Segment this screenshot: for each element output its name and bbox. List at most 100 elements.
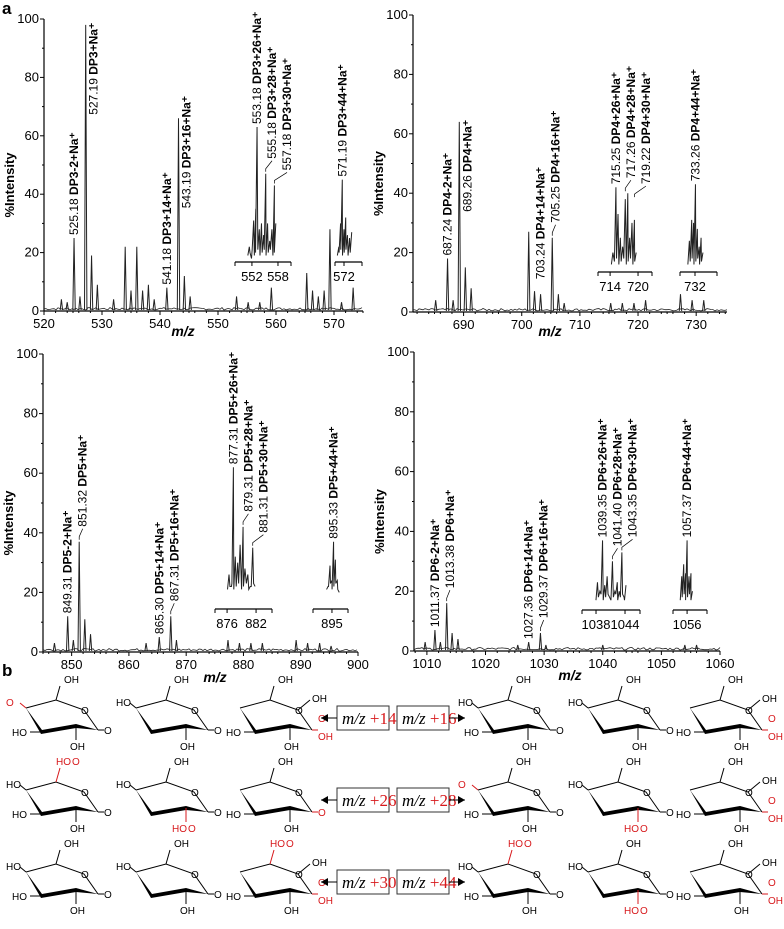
ring-bonds — [689, 699, 763, 731]
substituent-bond — [581, 702, 589, 709]
arrow-left-icon — [321, 714, 328, 722]
substituent-bond — [165, 685, 171, 701]
peak-label: 895.33 DP5+44+Na⁺ — [327, 426, 341, 538]
peak-mz-value: 881.31 — [256, 493, 270, 533]
peak-assignment: DP5+44+Na⁺ — [327, 426, 341, 498]
substituent-bond — [719, 767, 725, 783]
peak — [157, 637, 161, 652]
peak — [89, 255, 94, 311]
peak — [182, 275, 187, 311]
peak — [165, 287, 169, 311]
peak — [544, 644, 548, 651]
substituent-label: HO — [116, 698, 131, 709]
ring-wedge-bonds — [240, 790, 312, 816]
peak-assignment: DP3+16+Na⁺ — [180, 96, 194, 168]
substituent-label: OH — [318, 896, 333, 907]
y-tick-label: 0 — [31, 644, 38, 659]
peak — [83, 619, 87, 652]
substituent-label: HO — [624, 824, 639, 835]
peak-label: 705.25 DP4+16+Na⁺ — [549, 110, 563, 222]
ring-bonds — [25, 781, 99, 813]
x-tick-label: 560 — [265, 316, 287, 331]
substituent-label: OH — [174, 675, 189, 686]
substituent-label: HO — [226, 892, 241, 903]
substituent-bond — [617, 849, 623, 865]
mass-shift-label: m/z +28 — [402, 791, 456, 810]
substituent-label: OH — [278, 757, 293, 768]
substituent-label: HO — [56, 757, 71, 768]
peak-assignment: DP5-2+Na⁺ — [61, 510, 75, 573]
peak — [469, 288, 473, 312]
peak — [527, 231, 531, 312]
substituent-bond — [507, 685, 513, 701]
ring-oxygen: O — [643, 788, 651, 799]
inset-tick-label: 1044 — [611, 617, 640, 632]
inset-trace — [336, 179, 353, 256]
peak-label: 1043.35 DP6+30+Na⁺ — [626, 418, 640, 537]
x-tick-label: 900 — [347, 657, 369, 672]
peak-label: 867.31 DP5+16+Na⁺ — [167, 489, 181, 601]
substituent-label: OH — [522, 906, 537, 917]
ring-bonds — [587, 781, 661, 813]
ring-wedge-bonds — [588, 790, 660, 816]
label-leader-line — [170, 603, 175, 615]
substituent-label: OH — [768, 814, 783, 825]
peak — [532, 291, 537, 312]
peak — [620, 303, 625, 312]
mass-shift-label: m/z +44 — [402, 873, 457, 892]
peak-assignment: DP5+Na⁺ — [76, 435, 90, 487]
substituent-bond — [581, 866, 589, 873]
peak-assignment: DP4+44+Na⁺ — [689, 69, 703, 141]
substituent-bond — [19, 784, 27, 791]
inset-tick-label: 1038 — [582, 617, 611, 632]
y-axis-label: %Intensity — [372, 488, 387, 554]
y-tick-label: 20 — [25, 245, 39, 260]
substituent-label: HO — [568, 862, 583, 873]
peak-label: 715.25 DP4+26+Na⁺ — [609, 72, 623, 184]
substituent-label: O — [318, 808, 326, 819]
inset-trace — [326, 541, 340, 593]
peak-mz-value: 557.18 — [280, 130, 294, 170]
y-tick-label: 0 — [32, 303, 39, 318]
substituent-label: HO — [676, 810, 691, 821]
peak-mz-value: 849.31 — [61, 573, 75, 613]
peak-mz-value: 733.26 — [689, 141, 703, 181]
peak-label: 717.26 DP4+28+Na⁺ — [624, 66, 638, 178]
substituent-label: HO — [6, 862, 21, 873]
ring-wedge-bonds — [588, 708, 660, 734]
peak — [538, 294, 543, 312]
substituent-label: HO — [226, 728, 241, 739]
substituent-bond — [269, 685, 275, 701]
peak-label: 849.31 DP5-2+Na⁺ — [61, 510, 75, 613]
peak-label: 1057.37 DP6+44+Na⁺ — [680, 418, 694, 537]
substituent-bond — [55, 685, 61, 701]
mass-shift-value: +44 — [430, 873, 457, 892]
peak — [246, 302, 250, 311]
peak-label: 557.18 DP3+30+Na⁺ — [280, 58, 294, 170]
label-leader-line — [540, 619, 544, 632]
peak-assignment: DP4-2+Na⁺ — [441, 153, 455, 216]
peak — [152, 299, 156, 311]
peak-label: 881.31 DP5+30+Na⁺ — [256, 420, 270, 532]
substituent-label: HO — [458, 698, 473, 709]
y-axis-label: %Intensity — [2, 152, 17, 218]
peak-assignment: DP6+14+Na⁺ — [522, 520, 536, 592]
peak-mz-value: 553.18 — [250, 84, 264, 124]
label-leader-line — [624, 179, 632, 192]
peak-mz-value: 1039.35 — [596, 491, 610, 538]
structure-row-1: OOHOHOOHOOOHHOOHOOOHOHHOOHOOHOOHHOHOOHOO… — [6, 675, 783, 753]
x-tick-label: 1020 — [471, 656, 500, 671]
substituent-label: O — [104, 808, 112, 819]
substituent-label: OH — [632, 742, 647, 753]
structure-panel: OOHOHOOHOOOHHOOHOOOHOHHOOHOOHOOHHOHOOHOO… — [6, 675, 783, 917]
y-tick-label: 100 — [16, 346, 38, 361]
label-leader-line — [551, 224, 556, 236]
peak — [339, 302, 344, 311]
peak-assignment: DP6+30+Na⁺ — [626, 418, 640, 490]
ring-wedge-bonds — [26, 708, 98, 734]
peak — [438, 641, 443, 651]
substituent-label: HO — [6, 780, 21, 791]
inset-trace — [610, 187, 637, 265]
x-tick-label: 540 — [149, 316, 171, 331]
peak — [609, 303, 613, 312]
